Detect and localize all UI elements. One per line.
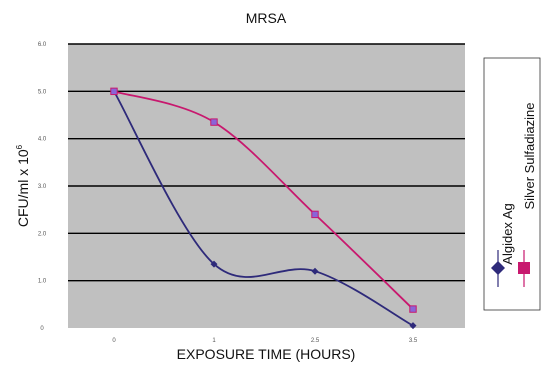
y-axis-label-text: CFU/ml x 10 (15, 149, 31, 227)
y-tick-label: 5.0 (38, 89, 47, 95)
data-point-algidex (409, 322, 417, 330)
y-tick-label: 3.0 (38, 184, 47, 190)
series-line-silver-sulfadiazine (113, 90, 414, 310)
x-tick-label: 0 (112, 338, 116, 344)
legend-entry-algidex: Algidex Ag (491, 203, 515, 287)
legend-marker-silver-sulfadiazine (518, 262, 530, 274)
x-tick-labels: 0 1 2.5 3.5 (112, 338, 418, 344)
y-tick-label: 2.0 (38, 231, 47, 237)
data-point-silver-sulfadiazine (110, 87, 118, 96)
legend-entry-silver-sulfadiazine: Silver Sulfadiazine (518, 103, 537, 287)
data-point-silver-sulfadiazine (311, 210, 319, 219)
x-tick-label: 1 (212, 338, 216, 344)
y-tick-label: 4.0 (38, 137, 47, 143)
y-axis-label-exponent: 6 (15, 144, 24, 149)
x-axis-label: EXPOSURE TIME (HOURS) (177, 346, 356, 362)
y-tick-labels: 0 1.0 2.0 3.0 4.0 5.0 6.0 (38, 42, 47, 332)
series-lines (113, 90, 414, 327)
gridlines (68, 43, 465, 282)
series-line-algidex (113, 90, 414, 327)
legend-marker-algidex (491, 261, 505, 275)
x-tick-label: 2.5 (311, 338, 320, 344)
legend-label-algidex: Algidex Ag (500, 203, 515, 264)
data-point-algidex (311, 267, 319, 275)
y-tick-label: 0 (40, 326, 44, 332)
data-point-silver-sulfadiazine (210, 118, 218, 126)
x-tick-label: 3.5 (409, 338, 418, 344)
data-point-algidex (210, 260, 218, 268)
chart-title: MRSA (246, 10, 287, 26)
data-point-silver-sulfadiazine (409, 305, 417, 313)
y-tick-label: 1.0 (38, 279, 47, 285)
series-markers (110, 87, 417, 330)
y-tick-label: 6.0 (38, 42, 47, 48)
legend-label-silver-sulfadiazine: Silver Sulfadiazine (522, 103, 537, 210)
y-axis-label: CFU/ml x 106 (15, 144, 31, 227)
